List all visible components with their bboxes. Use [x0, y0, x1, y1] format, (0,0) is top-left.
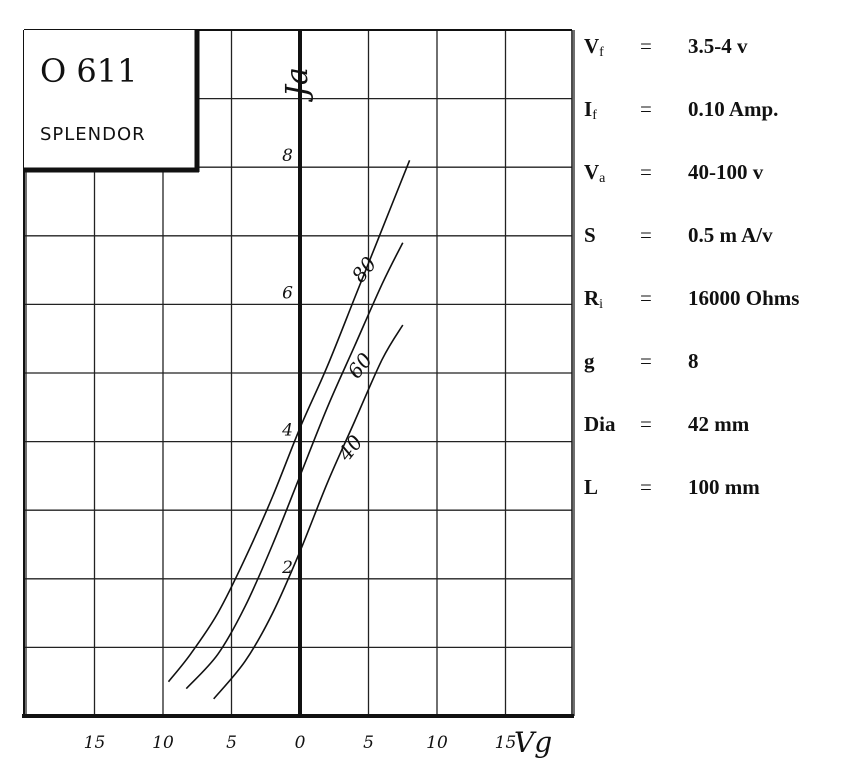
- chart-curves: [167, 160, 411, 700]
- spec-row: Va = 40-100 v: [584, 160, 764, 186]
- series-line-40: [213, 324, 404, 700]
- spec-name: L: [584, 475, 599, 499]
- series-line-80: [167, 160, 411, 683]
- y-tick-label: 8: [282, 146, 293, 166]
- x-tick-label: 5: [363, 733, 374, 753]
- series-line-60: [185, 242, 404, 690]
- tube-type-code: O 611: [40, 52, 137, 90]
- spec-value: 0.5 m A/v: [688, 223, 773, 247]
- x-tick-label: 10: [152, 733, 174, 753]
- spec-value: 100 mm: [688, 475, 760, 499]
- spec-name: Vf: [584, 34, 604, 60]
- title-box-background: [24, 30, 196, 170]
- spec-value: 3.5-4 v: [688, 34, 748, 58]
- spec-name: g: [584, 349, 595, 373]
- spec-subscript: f: [599, 45, 604, 60]
- equals-sign: =: [640, 97, 652, 121]
- x-tick-label: 0: [295, 733, 306, 753]
- x-tick-label: 15: [84, 733, 106, 753]
- spec-name: If: [584, 97, 597, 123]
- spec-row: S = 0.5 m A/v: [584, 223, 773, 248]
- series-label-80: 80: [347, 252, 382, 287]
- y-tick-label: 2: [281, 558, 293, 578]
- spec-name: S: [584, 223, 596, 247]
- equals-sign: =: [640, 412, 652, 436]
- spec-name: Va: [584, 160, 606, 186]
- x-axis-label: Vg: [514, 726, 552, 759]
- spec-name: Dia: [584, 412, 616, 436]
- spec-row: Ri = 16000 Ohms: [584, 286, 800, 312]
- spec-subscript: i: [599, 297, 604, 312]
- x-tick-label: 5: [226, 733, 237, 753]
- tube-maker: SPLENDOR: [40, 124, 146, 145]
- equals-sign: =: [640, 475, 652, 499]
- spec-value: 40-100 v: [688, 160, 764, 184]
- y-tick-label: 4: [281, 421, 293, 441]
- equals-sign: =: [640, 223, 652, 247]
- title-box: O 611 SPLENDOR: [24, 30, 200, 173]
- spec-value: 42 mm: [688, 412, 750, 436]
- spec-subscript: f: [592, 108, 597, 123]
- series-label-60: 60: [343, 348, 378, 383]
- spec-value: 8: [688, 349, 699, 373]
- y-axis-label: Ja: [280, 67, 315, 103]
- spec-subscript: a: [599, 171, 606, 186]
- spec-name: Ri: [584, 286, 604, 312]
- spec-row: If = 0.10 Amp.: [584, 97, 779, 123]
- equals-sign: =: [640, 349, 652, 373]
- equals-sign: =: [640, 286, 652, 310]
- spec-row: g = 8: [584, 349, 699, 374]
- spec-value: 0.10 Amp.: [688, 97, 779, 121]
- spec-row: Dia = 42 mm: [584, 412, 749, 437]
- x-tick-label: 10: [426, 733, 448, 753]
- y-tick-label: 6: [282, 283, 293, 303]
- equals-sign: =: [640, 160, 652, 184]
- spec-row: Vf = 3.5-4 v: [584, 34, 748, 60]
- equals-sign: =: [640, 34, 652, 58]
- spec-row: L = 100 mm: [584, 475, 760, 500]
- x-tick-label: 15: [495, 733, 517, 753]
- spec-value: 16000 Ohms: [688, 286, 800, 310]
